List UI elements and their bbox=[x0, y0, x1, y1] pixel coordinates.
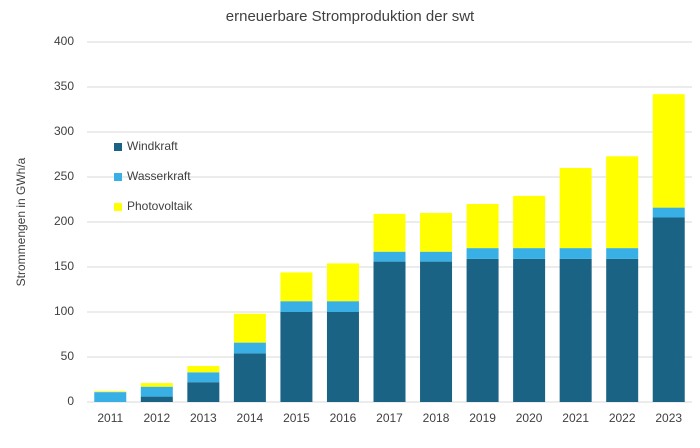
bar-segment bbox=[326, 263, 359, 302]
x-tick-label: 2023 bbox=[655, 411, 682, 425]
bar-segment bbox=[233, 342, 266, 354]
bar-segment bbox=[652, 217, 685, 402]
y-tick-label: 150 bbox=[54, 259, 74, 273]
bar-segment bbox=[513, 195, 546, 249]
x-tick-label: 2017 bbox=[376, 411, 403, 425]
bar-segment bbox=[466, 204, 499, 249]
bar-segment bbox=[233, 353, 266, 402]
bar-segment bbox=[420, 251, 453, 262]
x-tick-label: 2013 bbox=[190, 411, 217, 425]
bar-segment bbox=[326, 312, 359, 402]
x-tick-label: 2018 bbox=[423, 411, 450, 425]
bar-segment bbox=[140, 396, 173, 402]
legend-swatch bbox=[114, 203, 122, 211]
legend-swatch bbox=[114, 143, 122, 151]
bar-segment bbox=[420, 213, 453, 252]
bar-segment bbox=[326, 301, 359, 312]
bar-segment bbox=[652, 94, 685, 208]
bar-segment bbox=[606, 248, 639, 259]
legend-swatch bbox=[114, 173, 122, 181]
bar-segment bbox=[559, 168, 592, 249]
bar-segment bbox=[94, 391, 127, 393]
bar-segment bbox=[466, 248, 499, 259]
bar-segment bbox=[513, 258, 546, 402]
bar-segment bbox=[373, 251, 406, 262]
bar-segment bbox=[187, 372, 220, 383]
y-tick-label: 100 bbox=[54, 304, 74, 318]
y-tick-label: 250 bbox=[54, 169, 74, 183]
bar-segment bbox=[606, 258, 639, 402]
bar-segment bbox=[280, 301, 313, 312]
legend-label: Wasserkraft bbox=[127, 169, 191, 183]
y-tick-label: 400 bbox=[54, 34, 74, 48]
bar-segment bbox=[652, 207, 685, 218]
y-axis-label: Strommengen in GWh/a bbox=[14, 157, 28, 286]
x-tick-label: 2014 bbox=[237, 411, 264, 425]
x-tick-label: 2019 bbox=[469, 411, 496, 425]
x-tick-label: 2016 bbox=[330, 411, 357, 425]
y-tick-label: 200 bbox=[54, 214, 74, 228]
bar-segment bbox=[94, 392, 127, 402]
y-tick-label: 350 bbox=[54, 79, 74, 93]
x-tick-label: 2015 bbox=[283, 411, 310, 425]
bar-segment bbox=[373, 261, 406, 402]
chart-title: erneuerbare Stromproduktion der swt bbox=[226, 8, 475, 25]
legend-label: Windkraft bbox=[127, 139, 178, 153]
bar-segment bbox=[559, 258, 592, 402]
bar-segment bbox=[233, 313, 266, 343]
x-tick-label: 2020 bbox=[516, 411, 543, 425]
y-tick-label: 0 bbox=[67, 394, 74, 408]
bar-segment bbox=[140, 383, 173, 387]
bar-segment bbox=[187, 366, 220, 373]
bar-segment bbox=[466, 258, 499, 402]
bar-segment bbox=[280, 272, 313, 302]
x-tick-label: 2021 bbox=[562, 411, 589, 425]
bar-segment bbox=[373, 213, 406, 252]
bar-segment bbox=[280, 312, 313, 402]
y-tick-label: 50 bbox=[61, 349, 75, 363]
x-tick-label: 2012 bbox=[143, 411, 170, 425]
legend-label: Photovoltaik bbox=[127, 199, 193, 213]
bar-segment bbox=[606, 156, 639, 249]
bar-segment bbox=[513, 248, 546, 259]
bar-segment bbox=[187, 382, 220, 402]
bar-segment bbox=[140, 386, 173, 397]
x-tick-label: 2011 bbox=[97, 411, 123, 425]
bar-segment bbox=[559, 248, 592, 259]
x-tick-label: 2022 bbox=[609, 411, 636, 425]
bar-segment bbox=[420, 261, 453, 402]
y-tick-label: 300 bbox=[54, 124, 74, 138]
